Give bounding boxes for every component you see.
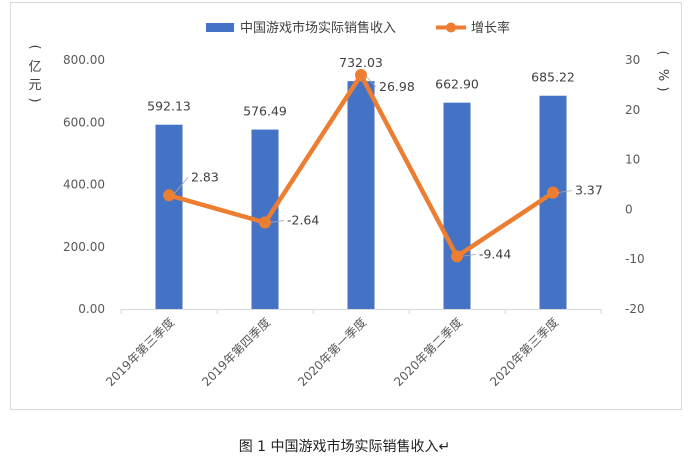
growth-label-leader <box>364 74 377 88</box>
bar <box>539 95 567 309</box>
legend-marker-line <box>446 22 456 33</box>
growth-value-label: -9.44 <box>479 246 511 261</box>
legend-swatch-bar <box>206 23 234 32</box>
growth-value-label: 2.83 <box>191 169 219 184</box>
left-unit-paren-open: ( <box>27 44 42 49</box>
right-unit-paren-open: ( <box>655 50 670 55</box>
y-tick-label: 0.00 <box>78 302 105 316</box>
right-unit-label: % <box>655 69 670 81</box>
growth-label-leader <box>460 254 477 257</box>
bar-value-label: 685.22 <box>531 70 575 85</box>
bar-value-label: 576.49 <box>243 104 287 119</box>
bar <box>443 102 471 309</box>
y-tick-label: 200.00 <box>63 240 105 254</box>
y2-tick-label: -20 <box>625 302 645 316</box>
y2-tick-label: 10 <box>625 153 640 167</box>
left-unit-char-1: 亿 <box>28 60 41 75</box>
y-tick-label: 600.00 <box>63 115 105 129</box>
combo-chart: 中国游戏市场实际销售收入 增长率 ( 亿元) (%) 0.00 200.00 400.00 60… <box>27 20 670 390</box>
figure-caption: 图 1 中国游戏市场实际销售收入↵ <box>238 439 451 455</box>
growth-marker <box>259 216 271 229</box>
x-category-label: 2019年第三季度 <box>102 315 177 390</box>
bar-value-label: 662.90 <box>435 77 479 92</box>
growth-marker <box>451 250 463 263</box>
x-category-label: 2020年第二季度 <box>390 315 465 390</box>
bar-value-label: 732.03 <box>339 55 383 70</box>
growth-marker <box>355 69 367 82</box>
growth-value-label: 3.37 <box>575 183 603 198</box>
legend-label-bar: 中国游戏市场实际销售收入 <box>240 20 396 36</box>
x-category-label: 2020年第一季度 <box>294 315 369 390</box>
growth-label-leader <box>172 177 189 196</box>
y-tick-label: 400.00 <box>63 178 105 192</box>
growth-value-label: -2.64 <box>287 213 319 228</box>
y2-tick-label: 0 <box>625 202 633 216</box>
right-unit-paren-close: ) <box>655 86 670 91</box>
bar-value-label: 592.13 <box>147 99 191 114</box>
x-category-label: 2020年第三季度 <box>486 315 561 390</box>
legend-label-line: 增长率 <box>471 20 510 36</box>
x-category-label: 2019年第四季度 <box>198 315 273 390</box>
y-tick-label: 800.00 <box>63 53 105 67</box>
growth-marker <box>547 186 559 199</box>
bar <box>347 81 375 309</box>
y2-tick-label: 20 <box>625 103 640 117</box>
bar <box>155 124 183 309</box>
left-unit-char-2: 元 <box>28 78 41 93</box>
growth-marker <box>163 189 175 202</box>
y2-tick-label: -10 <box>625 252 645 266</box>
left-unit-paren-close: ) <box>27 97 42 102</box>
growth-label-leader <box>268 220 285 223</box>
growth-value-label: 26.98 <box>379 79 415 94</box>
y2-tick-label: 30 <box>625 53 640 67</box>
chart-frame: 中国游戏市场实际销售收入 增长率 ( 亿元) (%) 0.00 200.00 400.00 60… <box>10 2 682 410</box>
growth-label-leader <box>556 190 573 194</box>
